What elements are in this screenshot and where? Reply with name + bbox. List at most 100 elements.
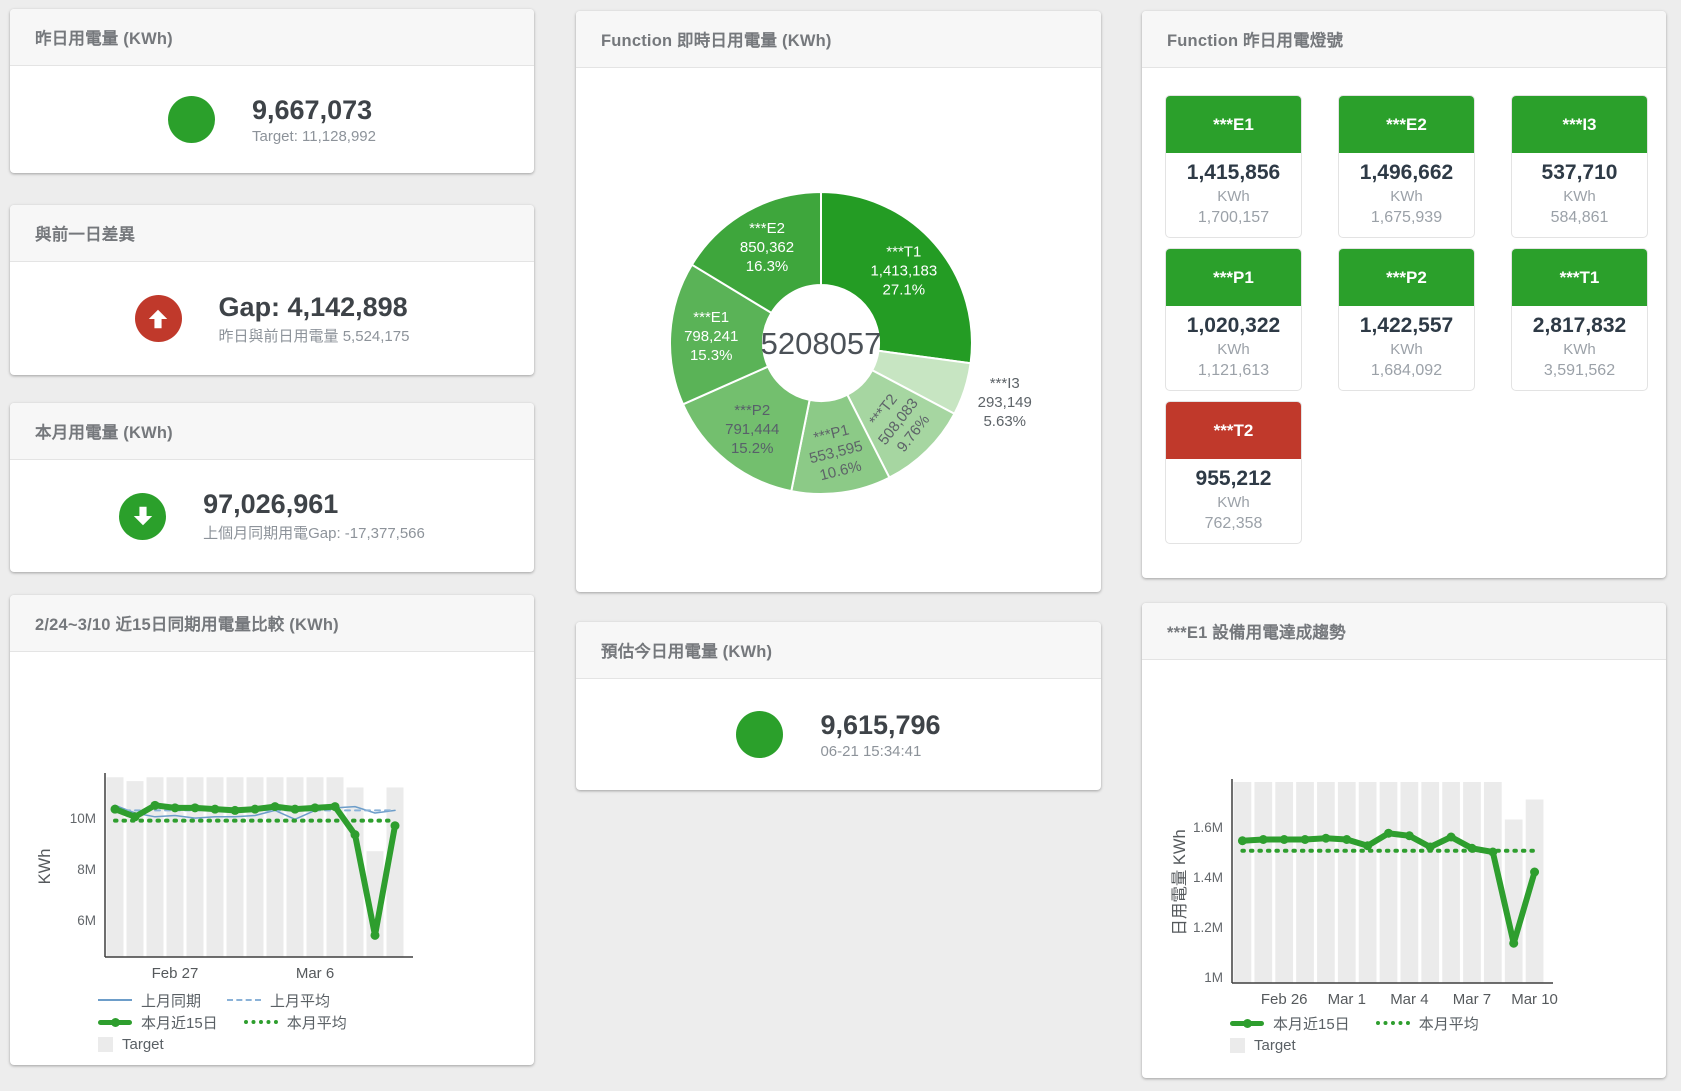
red-up-arrow-icon xyxy=(134,295,182,342)
light-tile-label: ***T1 xyxy=(1512,249,1647,306)
lights-title: Function 昨日用電燈號 xyxy=(1142,11,1666,68)
legend-item[interactable]: 上月平均 xyxy=(227,990,330,1011)
legend-row: Target xyxy=(98,1033,534,1055)
light-tile-body: 2,817,832 KWh 3,591,562 xyxy=(1512,306,1647,382)
compare-chart: 6M 8M 10M Feb 27 Mar 6 KWh xyxy=(36,773,413,982)
legend-marker-dot-icon xyxy=(110,1017,120,1027)
light-tile-target: 1,684,092 xyxy=(1370,362,1443,379)
card-today-estimate: 預估今日用電量 (KWh) 9,615,796 06-21 15:34:41 xyxy=(576,622,1101,790)
legend-item[interactable]: 本月近15日 xyxy=(1230,1013,1350,1034)
legend-row: 本月近15日 本月平均 xyxy=(1230,1012,1666,1034)
light-tile: ***E1 1,415,856 KWh 1,700,157 xyxy=(1165,95,1302,238)
light-tile-value: 1,496,662 xyxy=(1359,161,1454,184)
light-tile-body: 537,710 KWh 584,861 xyxy=(1512,153,1647,229)
card-yesterday-title: 昨日用電量 (KWh) xyxy=(10,9,534,66)
light-tile-label: ***P1 xyxy=(1166,249,1301,306)
line-dotted-legend-marker-icon xyxy=(1375,1021,1410,1025)
card-realtime-donut: Function 即時日用電量 (KWh) ***T1 1,413,183 27.1… xyxy=(576,11,1101,592)
svg-text:日用電量 KWh: 日用電量 KWh xyxy=(1171,829,1189,935)
svg-text:8M: 8M xyxy=(77,862,96,877)
card-e1-trend-chart: ***E1 設備用電達成趨勢 1M 1.2M 1.4M 1.6M Feb 26 Mar 1… xyxy=(1142,603,1666,1078)
donut-slice-P2[interactable] xyxy=(681,365,811,493)
light-tile-label: ***P2 xyxy=(1339,249,1474,306)
donut-slice-T1[interactable] xyxy=(820,190,973,365)
compare-chart-legend: 上月同期 上月平均本月近15日 本月平均 Target xyxy=(10,989,534,1055)
day-gap-stat: Gap: 4,142,898 昨日與前日用電量 5,524,175 xyxy=(10,262,534,375)
legend-item[interactable]: 本月近15日 xyxy=(98,1012,218,1033)
green-status-circle-icon xyxy=(168,96,215,143)
light-tile-unit: KWh xyxy=(1217,188,1250,205)
legend-label: 本月近15日 xyxy=(1273,1015,1350,1033)
light-tile-value: 537,710 xyxy=(1541,161,1618,184)
line-dashed-legend-marker-icon xyxy=(227,999,262,1001)
light-tile-value: 1,422,557 xyxy=(1359,314,1454,337)
light-tile-label: ***T2 xyxy=(1166,402,1301,459)
svg-text:1M: 1M xyxy=(1204,970,1223,985)
donut-chart-title: Function 即時日用電量 (KWh) xyxy=(576,11,1101,68)
light-tile-value: 2,817,832 xyxy=(1532,314,1627,337)
estimate-stat: 9,615,796 06-21 15:34:41 xyxy=(576,679,1101,790)
donut-slice-label: ***E2 850,362 16.3% xyxy=(740,220,794,275)
card-day-gap-title: 與前一日差異 xyxy=(10,205,534,262)
legend-item[interactable]: Target xyxy=(1230,1037,1296,1054)
light-tile-unit: KWh xyxy=(1390,188,1423,205)
light-tile-target: 1,700,157 xyxy=(1197,209,1270,226)
svg-text:1.2M: 1.2M xyxy=(1193,920,1223,935)
legend-label: 本月平均 xyxy=(1418,1015,1479,1033)
svg-text:Mar 10: Mar 10 xyxy=(1511,991,1558,1008)
light-tile-target: 1,675,939 xyxy=(1370,209,1443,226)
donut-center-total: 5208057 xyxy=(761,326,882,361)
estimate-value: 9,615,796 xyxy=(820,709,941,740)
line-solid-legend-marker-icon xyxy=(98,999,132,1001)
legend-label: Target xyxy=(1254,1036,1296,1054)
light-tile-unit: KWh xyxy=(1217,341,1250,358)
square-legend-marker-icon xyxy=(1230,1037,1245,1053)
legend-label: 本月近15日 xyxy=(141,1014,218,1032)
svg-text:Mar 7: Mar 7 xyxy=(1453,991,1491,1008)
svg-text:KWh: KWh xyxy=(36,849,54,885)
legend-item[interactable]: Target xyxy=(98,1036,164,1053)
card-month-title: 本月用電量 (KWh) xyxy=(10,403,534,460)
legend-label: 上月平均 xyxy=(270,992,331,1010)
light-tile-unit: KWh xyxy=(1563,188,1596,205)
light-tile-unit: KWh xyxy=(1217,494,1250,511)
light-tile-label: ***I3 xyxy=(1512,96,1647,153)
light-tile-body: 1,422,557 KWh 1,684,092 xyxy=(1339,306,1474,382)
green-status-circle-icon xyxy=(736,711,784,758)
light-tile-unit: KWh xyxy=(1390,341,1423,358)
card-yesterday-usage: 昨日用電量 (KWh) 9,667,073 Target: 11,128,992 xyxy=(10,9,534,173)
legend-row: 上月同期 上月平均 xyxy=(98,989,534,1011)
green-down-arrow-icon xyxy=(119,492,167,540)
yesterday-target-label: Target: 11,128,992 xyxy=(252,127,376,145)
light-tile-target: 3,591,562 xyxy=(1543,362,1616,379)
donut-slice-label: ***E1 798,241 15.3% xyxy=(684,309,738,364)
square-legend-marker-icon xyxy=(98,1036,113,1052)
realtime-usage-donut-chart: ***T1 1,413,183 27.1%***I3 293,149 5.63%***T… xyxy=(669,190,1032,496)
e1-trend-chart: 1M 1.2M 1.4M 1.6M Feb 26 Mar 1 Mar 4 Mar 7 Mar 1… xyxy=(1171,779,1558,1008)
lights-tiles-grid: ***E1 1,415,856 KWh 1,700,157 ***E2 1,496,662… xyxy=(1142,68,1666,544)
svg-text:10M: 10M xyxy=(70,811,96,826)
yesterday-value: 9,667,073 xyxy=(252,94,373,125)
svg-text:Mar 4: Mar 4 xyxy=(1390,991,1428,1008)
legend-item[interactable]: 本月平均 xyxy=(1375,1013,1479,1034)
legend-item[interactable]: 本月平均 xyxy=(243,1012,347,1033)
light-tile-value: 1,415,856 xyxy=(1186,161,1281,184)
light-tile-target: 762,358 xyxy=(1204,515,1263,532)
donut-slice-E2[interactable] xyxy=(690,190,822,315)
compare-chart-title: 2/24~3/10 近15日同期用電量比較 (KWh) xyxy=(10,595,534,652)
yesterday-stat: 9,667,073 Target: 11,128,992 xyxy=(10,66,534,173)
legend-label: 本月平均 xyxy=(286,1014,347,1032)
svg-text:6M: 6M xyxy=(77,913,96,928)
light-tile-label: ***E1 xyxy=(1166,96,1301,153)
card-yesterday-lights: Function 昨日用電燈號 ***E1 1,415,856 KWh 1,700,1… xyxy=(1142,11,1666,578)
legend-row: Target xyxy=(1230,1034,1666,1056)
donut-slice-E1[interactable] xyxy=(669,263,773,406)
light-tile-value: 1,020,322 xyxy=(1186,314,1281,337)
light-tile: ***T2 955,212 KWh 762,358 xyxy=(1165,401,1302,544)
svg-text:Mar 6: Mar 6 xyxy=(296,965,334,982)
month-gap-subtitle: 上個月同期用電Gap: -17,377,566 xyxy=(203,525,425,542)
month-stat: 97,026,961 上個月同期用電Gap: -17,377,566 xyxy=(10,460,534,572)
svg-text:1.4M: 1.4M xyxy=(1193,870,1223,885)
card-day-gap: 與前一日差異 Gap: 4,142,898 昨日與前日用電量 5,524,175 xyxy=(10,205,534,375)
legend-item[interactable]: 上月同期 xyxy=(98,990,201,1011)
